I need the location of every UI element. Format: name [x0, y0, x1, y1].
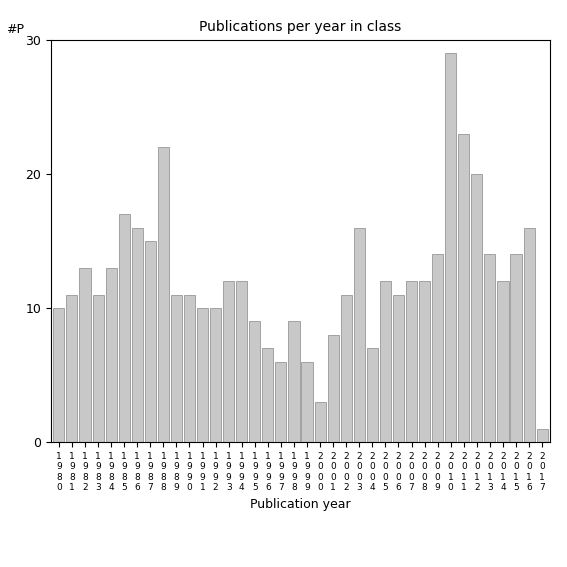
Bar — [419, 281, 430, 442]
Bar — [79, 268, 91, 442]
Bar — [523, 227, 535, 442]
Bar — [210, 308, 221, 442]
Text: #P: #P — [6, 23, 24, 36]
Bar — [341, 295, 352, 442]
Bar — [223, 281, 234, 442]
Bar — [53, 308, 65, 442]
X-axis label: Publication year: Publication year — [250, 498, 351, 511]
Bar — [302, 362, 312, 442]
Bar — [406, 281, 417, 442]
Bar — [445, 53, 456, 442]
Bar — [328, 335, 338, 442]
Bar — [380, 281, 391, 442]
Bar — [105, 268, 117, 442]
Bar — [432, 255, 443, 442]
Bar — [536, 429, 548, 442]
Bar — [66, 295, 78, 442]
Bar — [171, 295, 182, 442]
Bar — [367, 348, 378, 442]
Bar — [393, 295, 404, 442]
Bar — [197, 308, 208, 442]
Bar — [276, 362, 286, 442]
Bar — [249, 321, 260, 442]
Bar — [458, 134, 469, 442]
Bar — [158, 147, 169, 442]
Title: Publications per year in class: Publications per year in class — [200, 20, 401, 35]
Bar — [315, 402, 325, 442]
Bar — [132, 227, 143, 442]
Bar — [471, 174, 483, 442]
Bar — [289, 321, 299, 442]
Bar — [92, 295, 104, 442]
Bar — [263, 348, 273, 442]
Bar — [119, 214, 130, 442]
Bar — [145, 241, 156, 442]
Bar — [236, 281, 247, 442]
Bar — [354, 227, 365, 442]
Bar — [484, 255, 496, 442]
Bar — [184, 295, 195, 442]
Bar — [510, 255, 522, 442]
Bar — [497, 281, 509, 442]
